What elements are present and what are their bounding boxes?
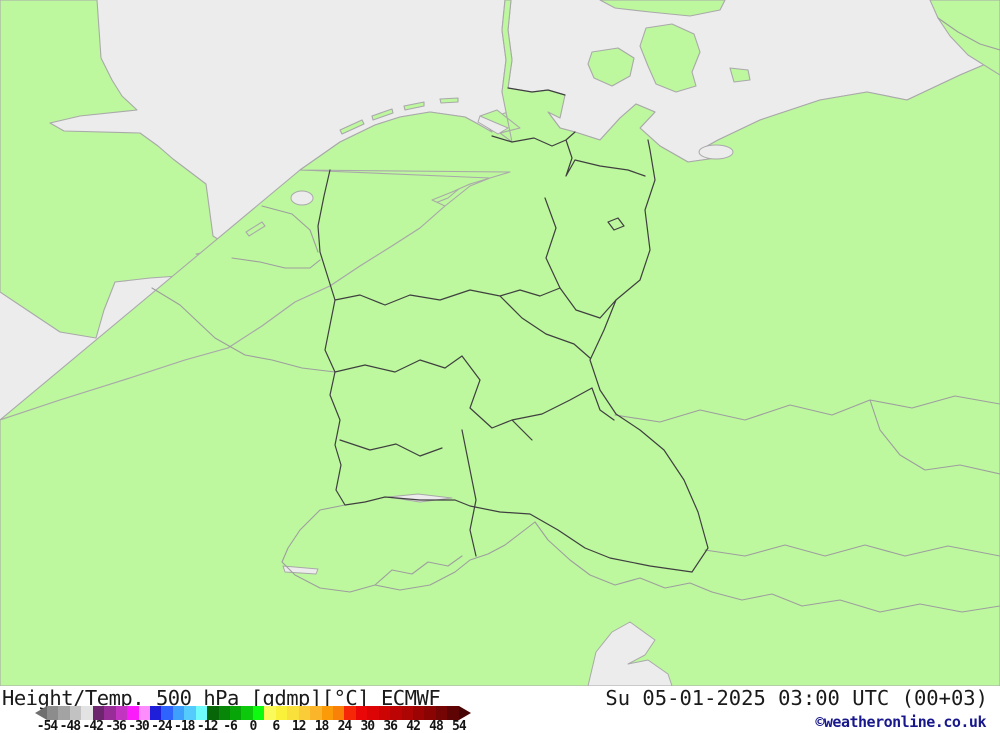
colorbar-tick-54: 54 xyxy=(452,719,467,733)
colorbar-cell-1 xyxy=(58,706,70,720)
colorbar-cell-4 xyxy=(92,706,105,720)
colorbar-cell-0 xyxy=(47,706,59,720)
colorbar-cell-25 xyxy=(332,706,345,720)
denmark-island-zealand xyxy=(639,23,701,93)
colorbar-cell-23 xyxy=(310,706,322,720)
colorbar-cell-26 xyxy=(344,706,356,720)
colorbar-cell-35 xyxy=(447,706,459,720)
colorbar-cell-31 xyxy=(401,706,413,720)
map-footer: Height/Temp. 500 hPa [gdmp][°C] ECMWF Su… xyxy=(0,686,1000,733)
colorbar-tick--48: -48 xyxy=(59,719,82,733)
colorbar-cell-33 xyxy=(424,706,436,720)
colorbar-tick--42: -42 xyxy=(82,719,105,733)
colorbar-cell-17 xyxy=(241,706,253,720)
colorbar-tick--54: -54 xyxy=(36,719,59,733)
adriatic-sea xyxy=(587,621,673,686)
colorbar-tick-18: 18 xyxy=(314,719,330,733)
switzerland-borders xyxy=(281,504,536,593)
kattegat-top-land xyxy=(599,0,726,17)
colorbar-cell-21 xyxy=(287,706,299,720)
colorbar-cell-18 xyxy=(252,706,265,720)
colorbar-tick-30: 30 xyxy=(360,719,375,733)
colorbar-tick-labels: -54 -48 -42 -36 -30 -24 -18 -12 -6 0 6 12 18 24 30 36 42… xyxy=(0,719,1000,733)
temperature-colorbar xyxy=(35,706,471,720)
colorbar-tick-24: 24 xyxy=(337,719,353,733)
colorbar-tick--24: -24 xyxy=(151,719,173,733)
colorbar-cell-30 xyxy=(390,706,402,720)
colorbar-cell-22 xyxy=(298,706,311,720)
colorbar-tick--12: -12 xyxy=(196,719,219,733)
colorbar-cell-13 xyxy=(195,706,208,720)
colorbar-tick--18: -18 xyxy=(174,719,196,733)
colorbar-cell-10 xyxy=(161,706,173,720)
colorbar-cell-28 xyxy=(367,706,379,720)
colorbar-cell-11 xyxy=(172,706,185,720)
colorbar-cell-9 xyxy=(149,706,162,720)
colorbar-tick-0: 0 xyxy=(249,719,257,733)
colorbar-left-arrow xyxy=(35,706,47,720)
colorbar-cell-32 xyxy=(413,706,425,720)
colorbar-cell-16 xyxy=(230,706,242,720)
colorbar-cell-34 xyxy=(435,706,448,720)
frisian-islands xyxy=(245,97,459,237)
austria-italy-slovenia-borders xyxy=(534,521,1000,613)
map-datetime: Su 05-01-2025 03:00 UTC (00+03) xyxy=(605,686,988,710)
ijsselmeer-lake xyxy=(290,190,314,206)
copyright-link[interactable]: ©weatheronline.co.uk xyxy=(815,713,986,731)
colorbar-tick-36: 36 xyxy=(383,719,398,733)
colorbar-tick-6: 6 xyxy=(272,719,280,733)
bornholm-island xyxy=(729,67,751,83)
colorbar-tick-42: 42 xyxy=(406,719,421,733)
colorbar-cell-27 xyxy=(355,706,368,720)
germany-national-border xyxy=(317,87,709,573)
colorbar-tick--6: -6 xyxy=(223,719,238,733)
colorbar-cell-15 xyxy=(218,706,230,720)
colorbar-tick--36: -36 xyxy=(105,719,127,733)
szczecin-lagoon xyxy=(698,144,734,160)
germany-state-borders xyxy=(334,131,646,557)
czech-poland-borders xyxy=(614,395,1000,475)
colorbar-cell-8 xyxy=(138,706,150,720)
weather-map xyxy=(0,0,1000,686)
england-landmass xyxy=(0,0,231,339)
colorbar-cell-12 xyxy=(184,706,196,720)
colorbar-cell-5 xyxy=(104,706,116,720)
colorbar-cell-7 xyxy=(127,706,139,720)
colorbar-tick--30: -30 xyxy=(128,719,150,733)
colorbar-cell-2 xyxy=(69,706,82,720)
colorbar-tick-48: 48 xyxy=(429,719,444,733)
map-svg xyxy=(0,0,1000,686)
colorbar-cell-20 xyxy=(275,706,288,720)
colorbar-right-arrow xyxy=(458,706,471,720)
benelux-france-borders xyxy=(151,205,336,373)
colorbar-tick-12: 12 xyxy=(291,719,307,733)
denmark-island-fyn xyxy=(587,47,635,87)
colorbar-cell-29 xyxy=(378,706,391,720)
colorbar-cell-14 xyxy=(207,706,219,720)
colorbar-cell-24 xyxy=(321,706,333,720)
colorbar-cell-3 xyxy=(81,706,93,720)
colorbar-cell-6 xyxy=(115,706,128,720)
sweden-coast-line xyxy=(937,17,1000,51)
elbe-estuary xyxy=(477,115,509,135)
colorbar-cell-19 xyxy=(264,706,276,720)
